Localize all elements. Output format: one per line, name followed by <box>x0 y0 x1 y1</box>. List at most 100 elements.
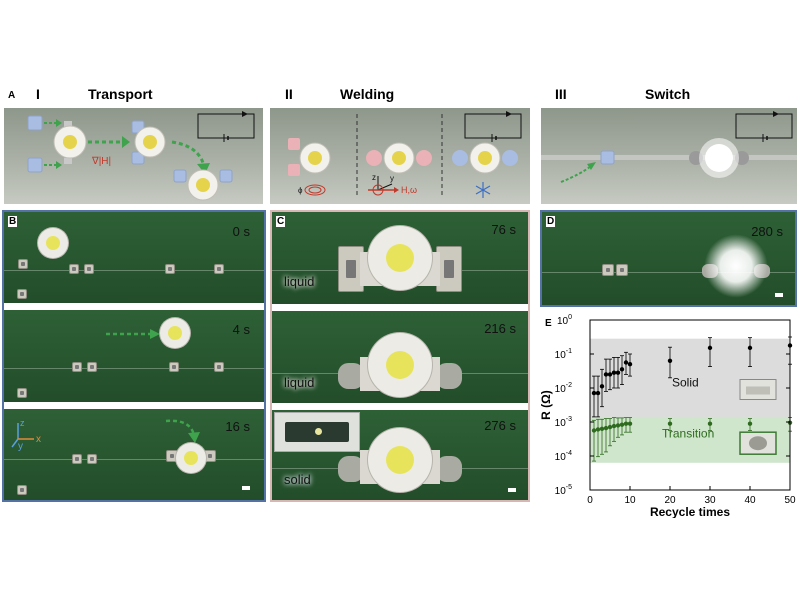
time-label: 76 s <box>491 222 516 237</box>
x-axis-label: Recycle times <box>650 505 730 518</box>
time-label: 216 s <box>484 321 516 336</box>
circuit-icon <box>735 111 793 142</box>
pad-icon <box>27 115 43 131</box>
photo-b-4s: 4 s <box>4 310 264 402</box>
chart-e: 100 10-1 10-2 10-3 10-4 10-5 0 10 20 30 40 50 Soli… <box>540 314 796 518</box>
led-icon <box>131 120 166 165</box>
data-point <box>623 421 629 426</box>
inset-photo <box>274 412 360 452</box>
pad-icon <box>27 157 43 173</box>
data-point <box>603 425 609 431</box>
y-tick-label: 10-3 <box>555 416 572 429</box>
data-point <box>667 421 673 426</box>
motion-arrow-icon <box>106 329 160 339</box>
pad <box>17 388 27 398</box>
data-point <box>623 360 629 365</box>
transport-drawing: ∇|H| <box>27 111 255 201</box>
x-tick-label: 30 <box>704 495 716 506</box>
svg-text:ϕ: ϕ <box>298 186 303 195</box>
state-label: solid <box>284 472 311 487</box>
switch-drawing <box>541 111 797 183</box>
time-label: 4 s <box>232 322 250 337</box>
time-label: 276 s <box>484 418 516 433</box>
pad <box>17 485 27 495</box>
scale-bar <box>775 293 783 297</box>
data-point <box>603 372 609 377</box>
data-point <box>627 421 633 426</box>
data-point <box>607 424 613 430</box>
y-tick-label: 100 <box>557 314 572 327</box>
photo-c-216s: liquid 216 s <box>272 311 528 403</box>
solder-blob <box>436 363 462 389</box>
section-iii-title: Switch <box>645 86 691 102</box>
axis-y-label: y <box>18 441 23 451</box>
pad <box>18 259 28 269</box>
led <box>368 333 432 397</box>
panel-d: 280 s D <box>540 210 797 307</box>
data-point <box>595 390 601 396</box>
data-point <box>615 423 621 428</box>
pad <box>72 362 82 372</box>
pad <box>214 362 224 372</box>
pad <box>87 362 97 372</box>
data-point <box>619 367 625 372</box>
axis-z-label: z <box>20 418 25 428</box>
photo-b-0s: 0 s <box>4 212 264 303</box>
data-point <box>595 427 601 432</box>
time-label: 16 s <box>225 419 250 434</box>
circuit-icon <box>197 111 255 142</box>
state-label: liquid <box>284 274 315 289</box>
section-ii-title: Welding <box>340 86 395 102</box>
pad <box>214 264 224 274</box>
data-point <box>747 345 753 351</box>
pad <box>165 264 175 274</box>
led-icon <box>705 144 733 172</box>
solder-blob <box>338 456 364 482</box>
x-tick-label: 20 <box>664 495 676 506</box>
circuit-icon <box>464 111 522 142</box>
snowflake-icon <box>475 182 491 198</box>
switch-schematic <box>541 108 797 204</box>
data-point <box>619 422 625 427</box>
x-tick-label: 40 <box>744 495 756 506</box>
section-i-numeral: I <box>36 86 40 102</box>
photo-b-16s: 16 s z x y <box>4 409 264 500</box>
field-label: H,ω <box>401 185 417 195</box>
axis-y-label: y <box>390 174 394 183</box>
panel-d-letter: D <box>546 216 556 227</box>
welding-schematic: ϕ z y H,ω <box>270 108 530 204</box>
panel-e-letter: E <box>545 318 552 329</box>
scale-bar <box>242 486 250 490</box>
led-icon <box>452 142 518 174</box>
data-point <box>591 390 597 396</box>
coil-icon: ϕ <box>298 184 326 196</box>
led <box>176 443 206 473</box>
led <box>160 318 190 348</box>
region-label-solid: Solid <box>672 375 699 389</box>
axis-x-label: x <box>36 434 41 445</box>
led-icon <box>53 121 87 164</box>
data-point <box>707 421 713 426</box>
inset-solid <box>739 379 777 400</box>
data-point <box>607 372 613 377</box>
pad <box>169 362 179 372</box>
data-point <box>667 358 673 363</box>
data-point <box>747 421 753 426</box>
led <box>38 228 68 258</box>
y-tick-label: 10-4 <box>555 450 572 463</box>
pad-icon <box>600 150 615 165</box>
section-ii-numeral: II <box>285 86 293 102</box>
axes-icon: z x y <box>11 418 41 451</box>
data-point <box>627 362 633 367</box>
x-tick-label: 0 <box>587 495 593 506</box>
solder-blob <box>338 363 364 389</box>
panel-b-letter: B <box>8 216 18 227</box>
y-tick-label: 10-5 <box>555 484 572 497</box>
x-tick-label: 10 <box>624 495 636 506</box>
motion-arrow-icon <box>165 419 200 443</box>
pad <box>69 264 79 274</box>
gradient-label: ∇|H| <box>91 156 111 167</box>
data-point <box>611 370 617 375</box>
led <box>368 226 432 290</box>
led <box>368 428 432 492</box>
